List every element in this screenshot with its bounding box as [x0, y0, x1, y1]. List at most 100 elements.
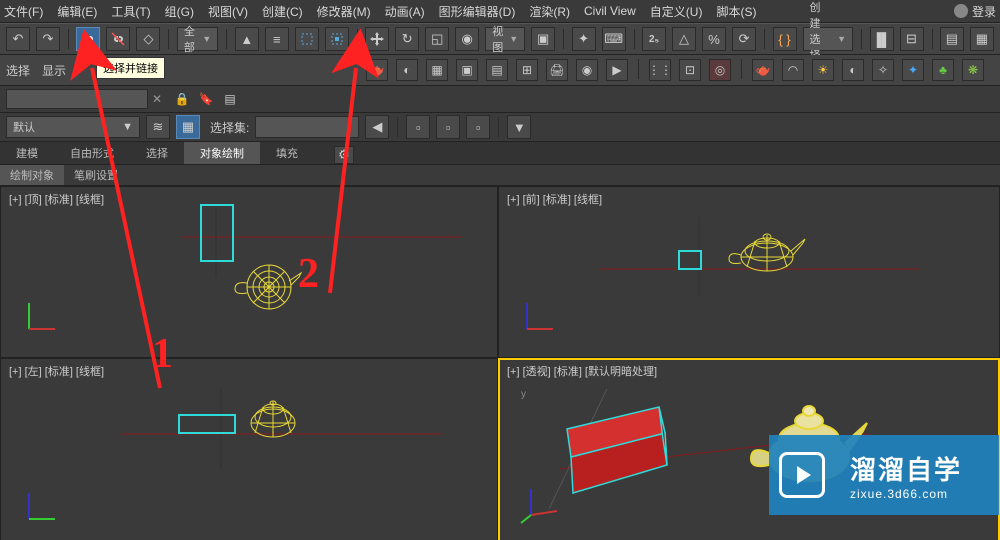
render-setup-icon[interactable]: ▦ [426, 59, 448, 81]
gamma-icon[interactable]: ◉ [576, 59, 598, 81]
menu-create[interactable]: 创建(C) [262, 3, 303, 20]
link-button[interactable] [76, 27, 100, 51]
tab-select[interactable]: 选择 [130, 142, 184, 164]
scene-explorer-button[interactable]: ▦ [970, 27, 994, 51]
bind-button[interactable]: ◇ [136, 27, 160, 51]
layers-button[interactable]: ▤ [940, 27, 964, 51]
align-button[interactable]: ⊟ [900, 27, 924, 51]
menu-graph[interactable]: 图形编辑器(D) [439, 3, 516, 20]
light-area-icon[interactable]: ◐ [842, 59, 864, 81]
secondary-toolbar: 选择 显示 义 选择并链接 🫖 ◐ ▦ ▣ ▤ ⊞ 🖨 ◉ ▶ ⋮⋮ ⊡ ◎ 🫖… [0, 55, 1000, 86]
material-icon[interactable]: ◐ [396, 59, 418, 81]
mirror-button[interactable]: ▐▌ [870, 27, 894, 51]
select-window-button[interactable] [325, 27, 349, 51]
select-rect-button[interactable] [295, 27, 319, 51]
main-toolbar: ↶ ↷ ◇ 全部▼ ▲ ≡ ↻ ◱ ◉ 视图▼ ▣ ✦ ⌨ 2₅ △ % ⟳ {… [0, 23, 1000, 55]
scale-button[interactable]: ◱ [425, 27, 449, 51]
lock-icon[interactable]: 🔒 [174, 91, 190, 107]
rotate-button[interactable]: ↻ [395, 27, 419, 51]
hierarchy-icon[interactable]: ▦ [176, 115, 200, 139]
unlink-button[interactable] [106, 27, 130, 51]
tab-populate[interactable]: 填充 [260, 142, 314, 164]
filter-dropdown[interactable]: 全部▼ [177, 27, 218, 51]
user-avatar-icon [954, 4, 968, 18]
edit-selection-button[interactable]: { } [773, 27, 797, 51]
tab-modeling[interactable]: 建模 [0, 142, 54, 164]
menu-tools[interactable]: 工具(T) [111, 3, 150, 20]
pivot-button[interactable]: ▣ [531, 27, 555, 51]
brush-settings-panel[interactable]: 笔刷设置 [64, 165, 128, 185]
render-last-icon[interactable]: ▶ [606, 59, 628, 81]
prev-sel-icon[interactable]: ◀ [365, 115, 389, 139]
light-dome-icon[interactable]: ◠ [782, 59, 804, 81]
batch-render-icon[interactable]: ⊞ [516, 59, 538, 81]
redo-button[interactable]: ↷ [36, 27, 60, 51]
viewport-left[interactable]: [+] [左] [标准] [线框] [0, 358, 498, 540]
light-env-icon[interactable]: ✧ [872, 59, 894, 81]
menu-group[interactable]: 组(G) [165, 3, 194, 20]
default-dropdown[interactable]: 默认▼ [6, 116, 140, 138]
coord-dropdown[interactable]: 视图▼ [485, 27, 525, 51]
scene-toolbar: 默认▼ ≋ ▦ 选择集: ◀ ▫ ▫ ▫ ▼ [0, 113, 1000, 142]
search-input[interactable] [6, 89, 148, 109]
select-name-button[interactable]: ≡ [265, 27, 289, 51]
menu-animation[interactable]: 动画(A) [385, 3, 425, 20]
undo-button[interactable]: ↶ [6, 27, 30, 51]
watermark: 溜溜自学 zixue.3d66.com [769, 435, 999, 515]
bookmark-icon[interactable]: 🔖 [198, 91, 214, 107]
snap-percent-button[interactable]: % [702, 27, 726, 51]
network-icon[interactable]: ⊡ [679, 59, 701, 81]
explorer-icon[interactable]: ▤ [222, 91, 238, 107]
viewport-top[interactable]: [+] [顶] [标准] [线框] [0, 186, 498, 358]
snap-spinner-button[interactable]: ⟳ [732, 27, 756, 51]
select-button[interactable]: ▲ [235, 27, 259, 51]
login-area[interactable]: 登录 [954, 3, 996, 20]
move-button[interactable] [365, 27, 389, 51]
viewport-perspective[interactable]: [+] [透视] [标准] [默认明暗处理] y [498, 358, 1000, 540]
print-size-icon[interactable]: 🖨 [546, 59, 568, 81]
menu-file[interactable]: 文件(F) [4, 3, 43, 20]
light-fx-icon[interactable]: ✦ [902, 59, 924, 81]
menu-customize[interactable]: 自定义(U) [650, 3, 703, 20]
state-sets-icon[interactable]: ◎ [709, 59, 731, 81]
snap-angle-button[interactable]: △ [672, 27, 696, 51]
new-layer-icon[interactable]: ▫ [406, 115, 430, 139]
render-preset-icon[interactable]: ▤ [486, 59, 508, 81]
render-frame-icon[interactable]: ▣ [456, 59, 478, 81]
menu-edit[interactable]: 编辑(E) [57, 3, 97, 20]
snap-2d-button[interactable]: 2₅ [642, 27, 666, 51]
selection-set-dropdown[interactable]: 创建选择集▼ [803, 27, 854, 51]
axis-gizmo-icon [519, 297, 559, 337]
paint-objects-panel[interactable]: 绘制对象 [0, 165, 64, 185]
menu-civil[interactable]: Civil View [584, 4, 636, 18]
rendering-icons: 🫖 ◐ ▦ ▣ ▤ ⊞ 🖨 ◉ ▶ ⋮⋮ ⊡ ◎ 🫖 ◠ ☀ ◐ ✧ ✦ ♣ ❋ [366, 59, 984, 81]
light-sun-icon[interactable]: ☀ [812, 59, 834, 81]
layer-toggle-icon[interactable]: ≋ [146, 115, 170, 139]
light-grass-icon[interactable]: ♣ [932, 59, 954, 81]
selection-set-label: 选择集: [210, 119, 249, 136]
ribbon-tabs: 建模 自由形式 选择 对象绘制 填充 ⚙ [0, 142, 1000, 165]
menu-script[interactable]: 脚本(S) [716, 3, 756, 20]
viewport-front[interactable]: [+] [前] [标准] [线框] [498, 186, 1000, 358]
tab-freeform[interactable]: 自由形式 [54, 142, 130, 164]
menu-modifiers[interactable]: 修改器(M) [317, 3, 371, 20]
menu-view[interactable]: 视图(V) [208, 3, 248, 20]
manipulate-button[interactable]: ✦ [572, 27, 596, 51]
keyboard-button[interactable]: ⌨ [602, 27, 626, 51]
tab-paint[interactable]: 对象绘制 [184, 142, 260, 164]
menu-render[interactable]: 渲染(R) [529, 3, 570, 20]
filter-icon[interactable]: ▼ [507, 115, 531, 139]
teapot-icon[interactable]: 🫖 [366, 59, 388, 81]
queue-icon[interactable]: ⋮⋮ [649, 59, 671, 81]
svg-text:y: y [521, 389, 526, 400]
clear-search-icon[interactable]: ✕ [152, 92, 162, 106]
select-layer-icon[interactable]: ▫ [466, 115, 490, 139]
light-hair-icon[interactable]: ❋ [962, 59, 984, 81]
placement-button[interactable]: ◉ [455, 27, 479, 51]
selection-set-field[interactable] [255, 116, 359, 138]
add-layer-icon[interactable]: ▫ [436, 115, 460, 139]
light-teapot-icon[interactable]: 🫖 [752, 59, 774, 81]
ribbon-settings-icon[interactable]: ⚙ [334, 146, 354, 164]
viewport-area: [+] [顶] [标准] [线框] [+] [前] [0, 186, 1000, 540]
display-label: 显示 [42, 62, 66, 79]
